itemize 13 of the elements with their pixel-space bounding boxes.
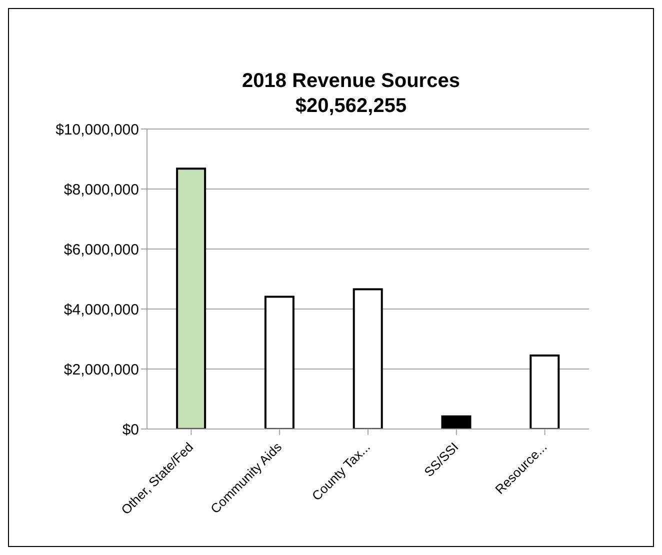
- bar: [441, 415, 472, 429]
- y-tick-label: $4,000,000: [64, 301, 139, 318]
- bar: [264, 296, 294, 429]
- bar: [530, 354, 560, 429]
- bar: [352, 288, 383, 429]
- y-tick-label: $8,000,000: [64, 181, 139, 198]
- chart-subtitle: $20,562,255: [294, 94, 408, 119]
- y-tick-label: $6,000,000: [64, 241, 139, 258]
- y-tick-label: $0: [122, 421, 139, 438]
- bar: [176, 168, 206, 429]
- chart-title: 2018 Revenue Sources: [241, 69, 461, 94]
- y-tick-label: $2,000,000: [64, 361, 139, 378]
- y-tick-label: $10,000,000: [56, 121, 139, 138]
